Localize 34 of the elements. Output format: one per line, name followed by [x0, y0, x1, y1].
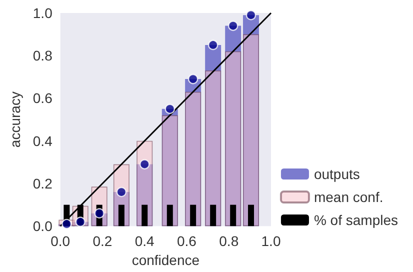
point: [94, 208, 104, 218]
bar: [166, 204, 173, 226]
legend-label: % of samples: [314, 212, 398, 228]
y-tick-label: 0.4: [32, 132, 53, 149]
point: [75, 216, 86, 227]
y-axis-title: accuracy: [7, 92, 23, 148]
point: [164, 104, 175, 114]
bar: [118, 204, 124, 226]
bar: [190, 204, 196, 226]
y-tick-label: 0.0: [32, 218, 53, 234]
point: [188, 74, 198, 84]
x-tick-label: 0.2: [92, 233, 112, 250]
legend-label: outputs: [314, 166, 360, 182]
y-tick-label: 1.0: [32, 5, 53, 21]
point: [140, 159, 150, 170]
point: [208, 40, 218, 50]
bar: [230, 204, 236, 226]
bar: [210, 204, 216, 226]
x-tick-label: 0.0: [50, 233, 70, 250]
x-tick-label: 0.4: [134, 233, 155, 250]
bar: [248, 204, 254, 226]
x-axis-title: confidence: [132, 252, 200, 268]
x-tick-label: 1.0: [261, 233, 281, 250]
y-tick-label: 0.8: [32, 48, 53, 64]
x-tick-label: 0.6: [177, 233, 197, 250]
y-tick-label: 0.6: [32, 90, 53, 106]
x-tick-label: 0.8: [219, 233, 239, 250]
y-tick-label: 0.2: [32, 175, 53, 192]
point: [228, 20, 238, 31]
point: [116, 186, 127, 198]
point: [62, 218, 72, 230]
point: [246, 10, 256, 20]
legend-label: mean conf.: [314, 189, 384, 205]
bar: [142, 204, 148, 226]
